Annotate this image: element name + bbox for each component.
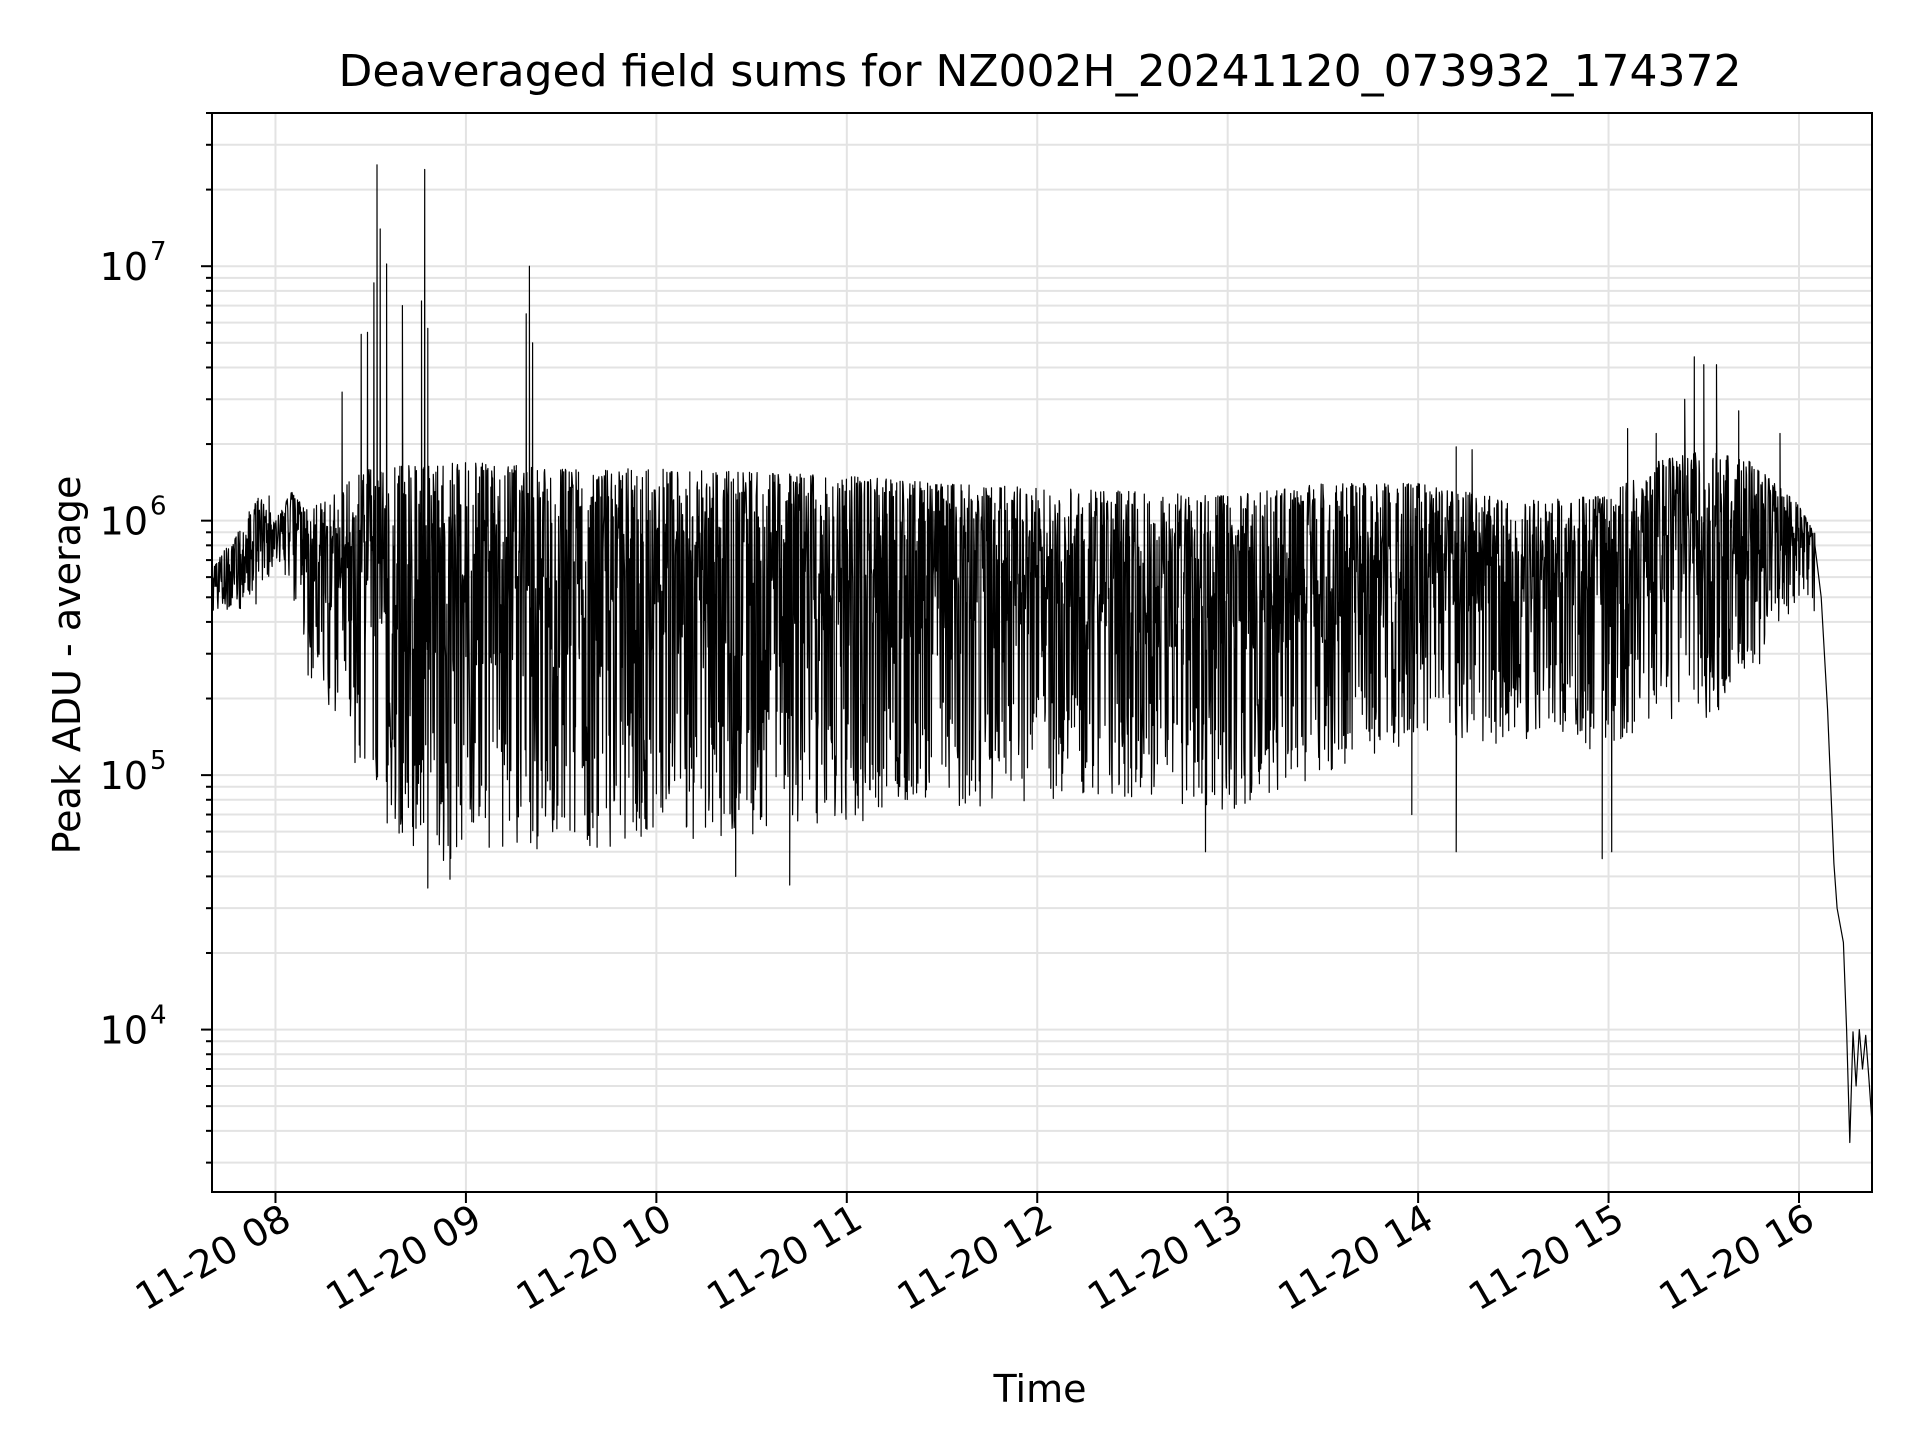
y-tick-exponent: 4 bbox=[150, 1001, 167, 1031]
grid bbox=[212, 112, 1872, 1192]
series-line bbox=[211, 164, 1873, 1144]
y-tick-label: 10 bbox=[100, 1009, 148, 1053]
y-tick-exponent: 7 bbox=[150, 237, 167, 267]
chart-title: Deaveraged field sums for NZ002H_2024112… bbox=[339, 46, 1742, 97]
y-tick-label: 10 bbox=[100, 754, 148, 798]
y-tick-exponent: 5 bbox=[150, 746, 167, 776]
y-tick-label: 10 bbox=[100, 245, 148, 289]
series-layer bbox=[211, 164, 1873, 1144]
y-tick-label: 10 bbox=[100, 500, 148, 544]
y-tick-exponent: 6 bbox=[150, 492, 167, 522]
x-axis-label: Time bbox=[993, 1367, 1087, 1411]
y-axis-label: Peak ADU - average bbox=[45, 476, 89, 855]
plot-frame bbox=[211, 112, 1873, 1193]
